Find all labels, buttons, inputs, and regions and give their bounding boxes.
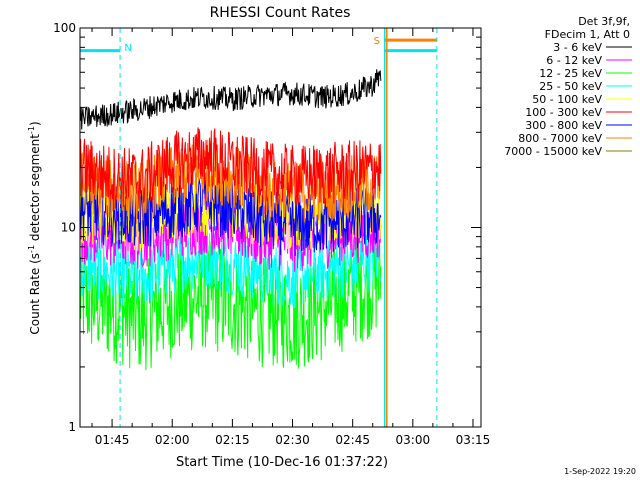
x-axis-label: Start Time (10-Dec-16 01:37:22): [176, 455, 388, 470]
y-axis-label-sup2: -1: [27, 126, 36, 134]
y-axis-label-rest: detector segment: [28, 134, 42, 245]
x-tick-label: 03:15: [456, 433, 491, 447]
x-tick-label: 02:45: [335, 433, 370, 447]
y-axis-label-end: ): [28, 121, 42, 126]
legend-label: 3 - 6 keV: [553, 41, 602, 54]
y-tick-label: 10: [61, 221, 76, 235]
legend-label: 100 - 300 keV: [525, 106, 602, 119]
y-tick-label: 100: [53, 21, 76, 35]
y-tick-label: 1: [68, 420, 76, 434]
chart-title: RHESSI Count Rates: [210, 5, 351, 21]
legend-label: 50 - 100 keV: [532, 93, 602, 106]
series-100-300-kev: [79, 127, 382, 209]
marker-label-s: S: [374, 36, 380, 47]
y-axis-label-sup: -1: [27, 245, 36, 253]
marker-layer: NS: [80, 28, 438, 427]
series-300-800-kev: [79, 172, 382, 256]
footer-timestamp: 1-Sep-2022 19:20: [564, 467, 636, 476]
legend-label: 6 - 12 keV: [546, 54, 602, 67]
legend-label: 300 - 800 keV: [525, 119, 602, 132]
legend-header-line-2: FDecim 1, Att 0: [545, 28, 630, 41]
x-tick-label: 02:30: [275, 433, 310, 447]
y-axis-label: Count Rate (s-1 detector segment-1): [27, 121, 42, 334]
legend-label: 800 - 7000 keV: [518, 132, 602, 145]
marker-label-n: N: [124, 43, 131, 54]
legend-label: 7000 - 15000 keV: [504, 145, 602, 158]
x-tick-label: 01:45: [95, 433, 130, 447]
series-800-7000-kev: [79, 139, 382, 224]
series-layer: [79, 69, 382, 371]
legend-label: 25 - 50 keV: [539, 80, 602, 93]
y-axis-label-main: Count Rate (s: [28, 253, 42, 335]
series-25-50-kev: [79, 228, 382, 309]
x-tick-label: 02:00: [155, 433, 190, 447]
legend-header-line-1: Det 3f,9f,: [578, 15, 630, 28]
legend-label: 12 - 25 keV: [539, 67, 602, 80]
axis-layer: 01:45 02:00 02:15 02:30 02:45 03:00 03:15 1 10 10…: [53, 21, 490, 447]
series-3-6-kev: [79, 69, 382, 130]
x-tick-label: 02:15: [215, 433, 250, 447]
x-tick-label: 03:00: [396, 433, 431, 447]
